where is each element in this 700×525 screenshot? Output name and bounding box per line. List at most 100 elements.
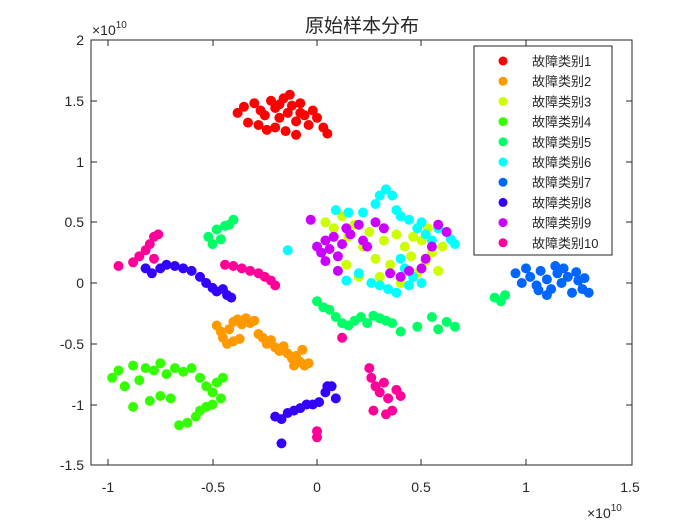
data-point [395,271,406,282]
data-point [330,393,341,404]
data-point [128,401,139,412]
data-point [374,190,385,201]
data-point [284,89,295,100]
legend-item[interactable]: 故障类别7 [498,175,592,190]
data-point [178,366,189,377]
series-2 [211,313,314,371]
y-tick-label: 0 [76,275,84,291]
data-point [426,241,437,252]
data-point [378,235,389,246]
legend-marker-icon [498,197,508,207]
data-point [316,247,327,258]
data-point [274,99,285,110]
data-point [320,217,331,228]
data-point [345,229,356,240]
data-point [228,261,239,271]
legend-marker-icon [498,96,508,106]
data-point [174,420,185,431]
data-point [249,315,260,326]
data-point [370,217,381,228]
data-point [178,263,189,274]
y-tick-label: 1 [76,154,84,170]
x-tick-label: -0.5 [201,479,225,495]
legend-item[interactable]: 故障类别4 [498,115,592,130]
legend-marker-icon [498,177,508,187]
data-point [278,341,289,352]
data-point [441,316,452,327]
legend-label: 故障类别10 [532,236,598,251]
data-point [270,122,281,133]
data-point [330,205,341,216]
data-point [236,263,247,274]
data-point [328,231,339,242]
series-8 [140,259,341,449]
data-point [320,256,331,267]
data-point [516,278,527,288]
data-point [337,239,348,250]
legend-label: 故障类别5 [532,135,591,150]
data-point [322,381,333,392]
data-point [381,409,391,420]
legend-label: 故障类别4 [532,115,591,130]
data-point [186,265,197,276]
data-point [261,124,272,135]
data-point [207,239,218,250]
data-point [324,244,335,254]
data-point [370,199,381,209]
data-point [215,393,226,404]
data-point [558,263,569,274]
data-point [169,363,180,374]
data-point [420,253,431,264]
data-point [155,391,166,401]
legend-marker-icon [498,137,508,147]
data-point [182,417,193,428]
data-point [556,278,567,288]
plot-area [90,39,633,466]
data-point [305,214,316,225]
legend-item[interactable]: 故障类别9 [498,216,592,231]
y-axis [91,100,632,406]
legend-label: 故障类别7 [532,175,591,190]
data-point [387,318,398,329]
legend-item[interactable]: 故障类别6 [498,155,592,170]
data-point [144,395,155,406]
data-point [383,284,394,295]
data-point [366,278,377,288]
data-point [370,253,381,264]
data-point [408,231,419,242]
y-tick-label: 1.5 [65,93,85,109]
data-point [186,363,197,374]
data-point [567,287,577,298]
legend-item[interactable]: 故障类别2 [498,74,592,89]
data-point [449,321,460,332]
data-point [312,432,322,443]
data-point [282,107,293,118]
data-point [303,358,314,369]
data-point [215,234,226,245]
data-point [207,387,218,398]
legend-item[interactable]: 故障类别1 [498,54,592,69]
data-point [374,271,385,282]
legend-label: 故障类别2 [532,74,591,89]
data-point [266,335,276,346]
legend-item[interactable]: 故障类别5 [498,135,592,150]
data-point [378,223,389,234]
data-point [280,126,291,137]
data-point [404,280,414,291]
data-point [113,365,124,376]
legend-item[interactable]: 故障类别8 [498,195,592,210]
data-point [119,381,130,392]
legend-item[interactable]: 故障类别10 [498,236,599,251]
legend[interactable]: 故障类别1 故障类别2 故障类别3 故障类别4 故障类别5 故障类别6 故障类别7 故障类别8… [473,45,613,256]
data-point [165,393,176,404]
data-point [297,344,308,355]
data-point [433,324,444,335]
y-tick-label: -0.5 [60,336,84,352]
data-point [232,107,243,118]
legend-item[interactable]: 故障类别3 [498,94,592,109]
legend-label: 故障类别3 [532,94,591,109]
data-point [140,363,151,374]
data-point [343,207,354,218]
data-point [395,326,406,337]
data-point [378,377,389,388]
